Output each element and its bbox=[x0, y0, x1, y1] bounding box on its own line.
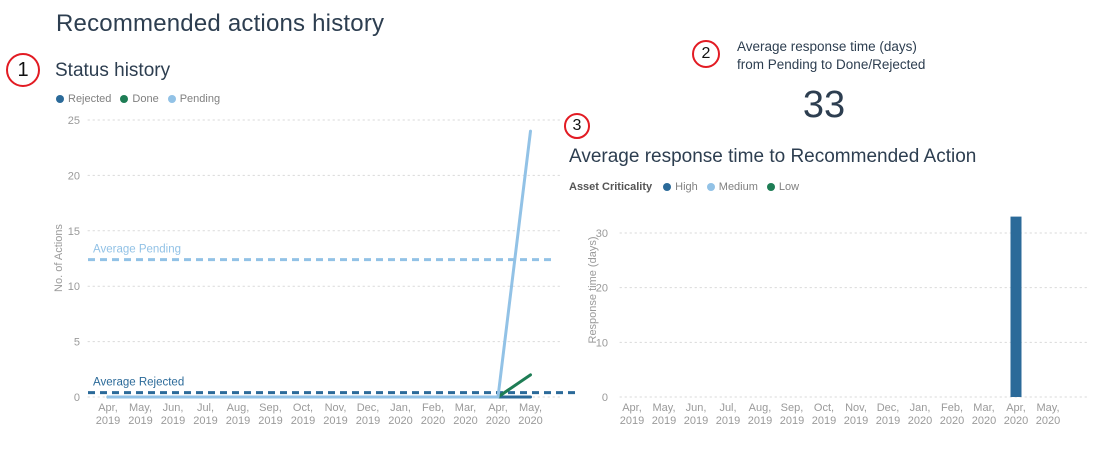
svg-text:15: 15 bbox=[68, 226, 80, 238]
legend-label: Done bbox=[132, 93, 159, 105]
kpi-caption-line1: Average response time (days) bbox=[737, 39, 917, 54]
svg-text:No. of Actions: No. of Actions bbox=[53, 224, 65, 292]
svg-text:Jun,2019: Jun, 2019 bbox=[684, 402, 708, 427]
svg-text:Jan,2020: Jan, 2020 bbox=[388, 402, 412, 427]
response-time-title: Average response time to Recommended Act… bbox=[569, 146, 977, 167]
svg-text:Apr,2020: Apr, 2020 bbox=[1004, 402, 1028, 427]
status-history-legend: Rejected Done Pending bbox=[56, 93, 220, 105]
svg-text:Nov,2019: Nov, 2019 bbox=[323, 402, 347, 427]
svg-text:Feb,2020: Feb, 2020 bbox=[940, 402, 964, 427]
legend-item-high[interactable]: High bbox=[663, 181, 698, 193]
svg-text:Apr,2019: Apr, 2019 bbox=[620, 402, 644, 427]
legend-label: High bbox=[675, 181, 698, 193]
svg-text:Sep,2019: Sep, 2019 bbox=[780, 402, 804, 427]
svg-text:Jul,2019: Jul, 2019 bbox=[193, 402, 217, 427]
legend-item-medium[interactable]: Medium bbox=[706, 181, 758, 193]
annotation-circle-2: 2 bbox=[692, 40, 720, 68]
legend-label: Pending bbox=[179, 93, 221, 105]
medium-dot-icon bbox=[706, 183, 715, 191]
rejected-dot-icon bbox=[56, 95, 64, 103]
svg-text:Mar,2020: Mar, 2020 bbox=[453, 402, 477, 427]
svg-text:0: 0 bbox=[602, 392, 608, 404]
kpi-caption: Average response time (days) from Pendin… bbox=[737, 38, 925, 73]
kpi-value: 33 bbox=[802, 84, 846, 126]
svg-text:Apr,2019: Apr, 2019 bbox=[96, 402, 120, 427]
annotation-number: 1 bbox=[17, 58, 29, 81]
svg-text:Oct,2019: Oct, 2019 bbox=[291, 402, 315, 427]
svg-text:Dec,2019: Dec, 2019 bbox=[876, 402, 900, 427]
svg-text:20: 20 bbox=[596, 283, 608, 295]
svg-text:5: 5 bbox=[74, 337, 80, 349]
svg-text:Jun,2019: Jun, 2019 bbox=[161, 402, 185, 427]
legend-title: Asset Criticality bbox=[569, 181, 653, 193]
svg-text:May,2019: May, 2019 bbox=[652, 402, 676, 427]
svg-text:Average Pending: Average Pending bbox=[93, 244, 181, 256]
svg-text:25: 25 bbox=[68, 115, 80, 127]
legend-label: Rejected bbox=[68, 93, 112, 105]
annotation-circle-3: 3 bbox=[564, 113, 590, 139]
done-dot-icon bbox=[120, 95, 129, 103]
svg-text:Average Rejected: Average Rejected bbox=[93, 377, 184, 389]
svg-text:10: 10 bbox=[596, 337, 608, 349]
page-title: Recommended actions history bbox=[56, 10, 385, 37]
svg-text:30: 30 bbox=[596, 228, 608, 240]
legend-item-done[interactable]: Done bbox=[120, 93, 159, 105]
legend-item-rejected[interactable]: Rejected bbox=[56, 93, 111, 105]
annotation-number: 3 bbox=[572, 117, 582, 134]
svg-text:0: 0 bbox=[74, 392, 80, 404]
legend-item-low[interactable]: Low bbox=[766, 181, 800, 193]
svg-text:Nov,2019: Nov, 2019 bbox=[844, 402, 868, 427]
svg-text:Sep,2019: Sep, 2019 bbox=[258, 402, 282, 427]
annotation-number: 2 bbox=[701, 45, 711, 62]
svg-text:10: 10 bbox=[68, 281, 80, 293]
response-time-legend: Asset Criticality High Medium Low bbox=[569, 181, 799, 193]
svg-text:Response time (days): Response time (days) bbox=[587, 237, 599, 344]
svg-text:Aug,2019: Aug, 2019 bbox=[226, 402, 250, 427]
pending-dot-icon bbox=[167, 95, 176, 103]
svg-text:Feb,2020: Feb, 2020 bbox=[421, 402, 445, 427]
svg-text:Dec,2019: Dec, 2019 bbox=[356, 402, 380, 427]
svg-text:May,2019: May, 2019 bbox=[128, 402, 152, 427]
kpi-caption-line2: from Pending to Done/Rejected bbox=[737, 56, 926, 72]
svg-text:Oct,2019: Oct, 2019 bbox=[812, 402, 836, 427]
svg-text:Aug,2019: Aug, 2019 bbox=[748, 402, 772, 427]
svg-text:Apr,2020: Apr, 2020 bbox=[486, 402, 510, 427]
status-history-title: Status history bbox=[55, 60, 171, 81]
svg-text:May,2020: May, 2020 bbox=[518, 402, 542, 427]
svg-text:May,2020: May, 2020 bbox=[1036, 402, 1060, 427]
high-dot-icon bbox=[663, 183, 672, 191]
low-dot-icon bbox=[766, 183, 775, 191]
legend-label: Low bbox=[778, 181, 800, 193]
legend-item-pending[interactable]: Pending bbox=[167, 93, 221, 105]
annotation-circle-1: 1 bbox=[6, 53, 40, 87]
svg-text:Jan,2020: Jan, 2020 bbox=[908, 402, 932, 427]
svg-text:20: 20 bbox=[68, 170, 80, 182]
svg-text:Mar,2020: Mar, 2020 bbox=[972, 402, 996, 427]
legend-label: Medium bbox=[718, 181, 758, 193]
svg-text:Jul,2019: Jul, 2019 bbox=[716, 402, 740, 427]
